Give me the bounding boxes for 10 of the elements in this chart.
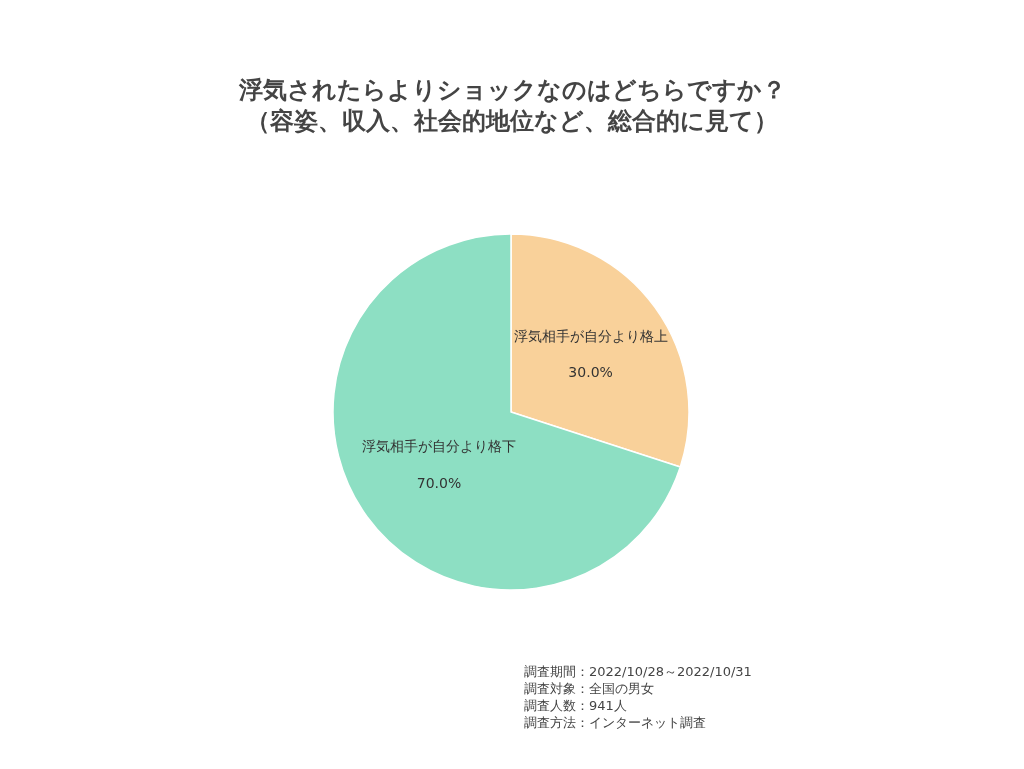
data-label: 30.0% xyxy=(568,364,613,381)
text: 調査方法：インターネット調査 xyxy=(524,714,706,730)
slice-label: 浮気相手が自分より格下 xyxy=(362,438,516,455)
slice-label: 浮気相手が自分より格上 xyxy=(513,327,668,344)
text: 調査対象：全国の男女 xyxy=(524,680,654,696)
text: 調査期間：2022/10/28～2022/10/31 xyxy=(524,664,752,679)
text: 調査人数：941人 xyxy=(524,697,627,713)
chart-title: 浮気されたらよりショックなのはどちらですか？ xyxy=(237,76,786,104)
chart-subtitle: （容姿、収入、社会的地位など、総合的に見て） xyxy=(246,107,778,136)
data-label: 70.0% xyxy=(416,474,462,491)
